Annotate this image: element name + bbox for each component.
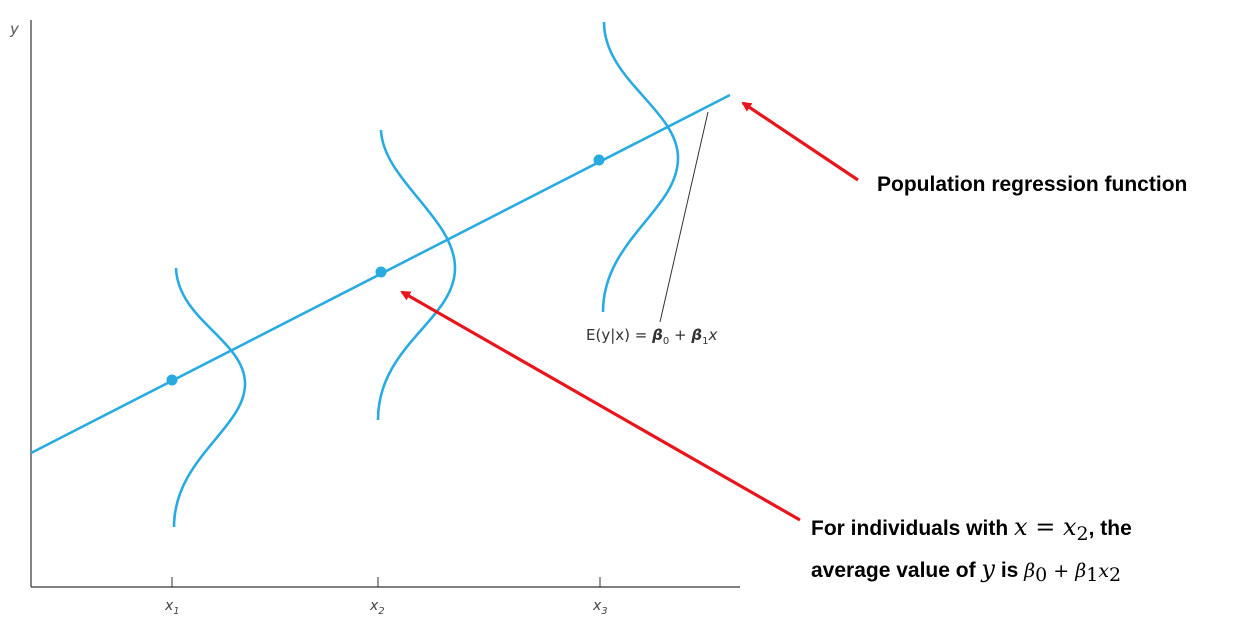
distribution-curve-x1 (172, 267, 247, 528)
distribution-curve-x2 (376, 129, 457, 421)
x-tick-label-3: x3 (592, 598, 608, 617)
average-arrow (400, 290, 801, 522)
regression-equation: E(y|x) = β0 + β1x (586, 326, 717, 347)
average-callout-line2: average value of y is β0 + β1x2 (811, 555, 1121, 586)
mean-point-x3 (593, 154, 605, 166)
y-axis-label: y (9, 20, 20, 38)
mean-point-x2 (375, 266, 387, 278)
distribution-curve-x3 (601, 21, 680, 313)
mean-point-x1 (166, 374, 178, 386)
prf-arrow (741, 101, 859, 182)
equation-pointer-line (659, 111, 709, 323)
x-tick-label-1: x1 (164, 598, 180, 617)
average-callout-line1: For individuals with x = x2, the (811, 513, 1132, 545)
prf-callout: Population regression function (877, 173, 1187, 196)
x-tick-label-2: x2 (369, 598, 385, 617)
